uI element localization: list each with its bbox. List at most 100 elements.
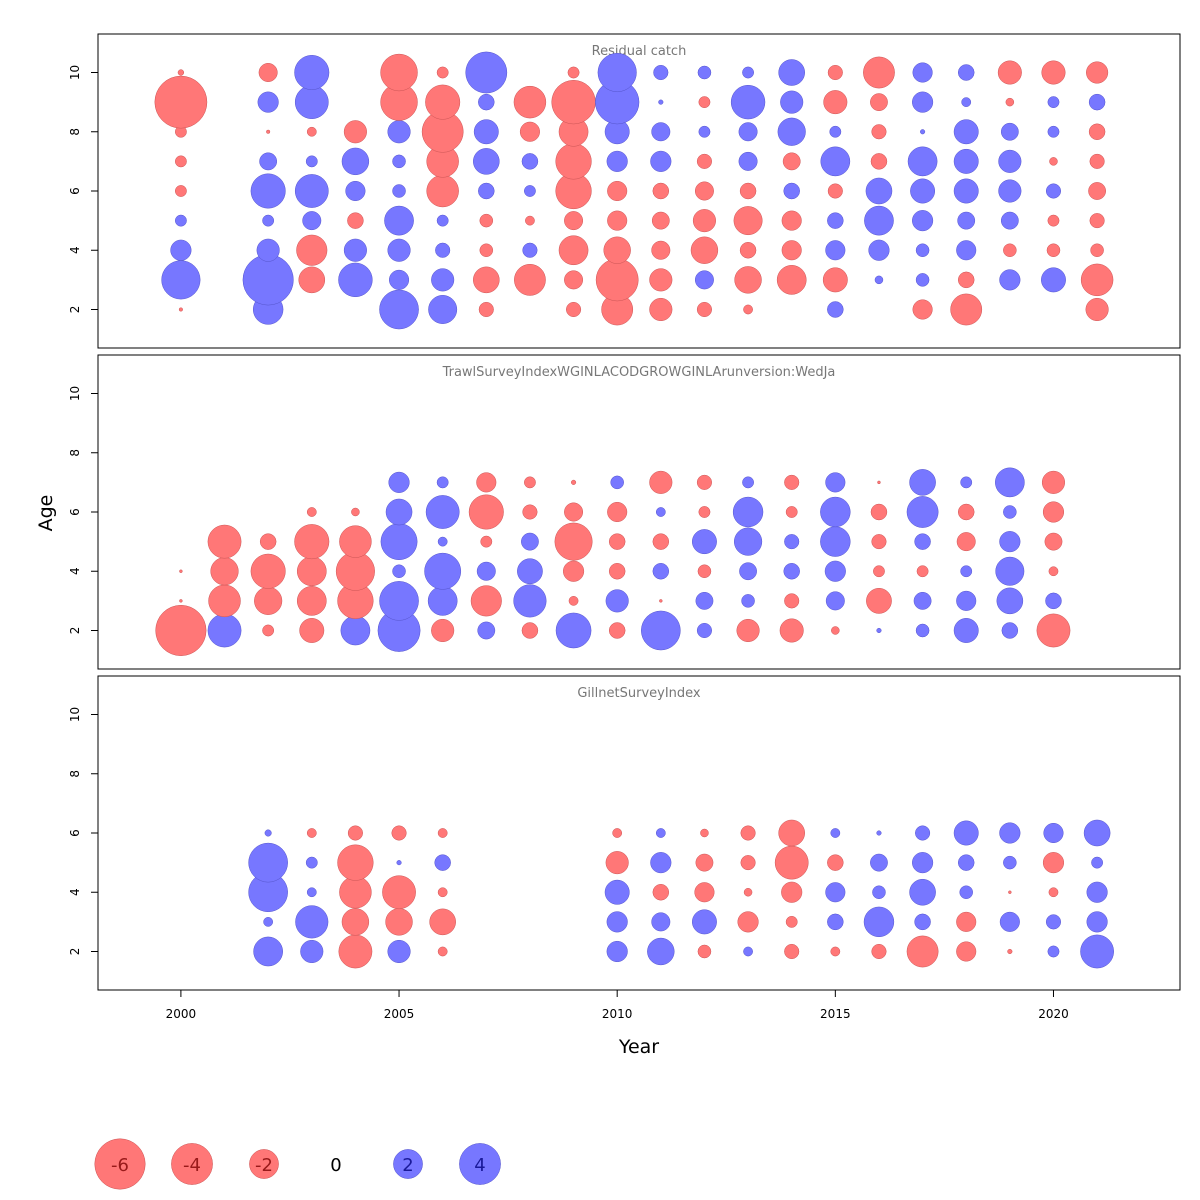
- bubble-point: [739, 242, 757, 259]
- bubble-point: [697, 564, 712, 579]
- bubble-point: [1045, 592, 1062, 610]
- bubble-point: [957, 503, 975, 521]
- bubble-point: [1000, 211, 1019, 230]
- bubble-point: [262, 214, 275, 227]
- bubble-point: [912, 852, 934, 874]
- y-tick-label: 10: [68, 65, 82, 80]
- bubble-point: [610, 475, 624, 490]
- bubble-point: [1036, 613, 1071, 648]
- bubble-point: [1086, 911, 1108, 933]
- bubble-point: [960, 476, 973, 489]
- chart-panels: Residual catch246810TrawlSurveyIndexWGIN…: [68, 33, 1181, 991]
- bubble-point: [425, 84, 461, 120]
- bubble-point: [177, 69, 185, 76]
- bubble-point: [655, 828, 666, 838]
- bubble-point: [734, 266, 762, 294]
- bubble-point: [385, 908, 413, 936]
- bubble-point: [391, 825, 407, 841]
- bubble-point: [776, 265, 807, 295]
- bubble-point: [473, 119, 499, 145]
- bubble-point: [914, 533, 931, 550]
- bubble-point: [781, 240, 802, 261]
- bubble-point: [424, 552, 462, 590]
- bubble-point: [250, 173, 286, 209]
- bubbles: [155, 467, 1071, 656]
- bubble-point: [306, 828, 317, 838]
- bubble-point: [825, 240, 846, 261]
- bubble-point: [696, 474, 712, 490]
- bubble-point: [733, 206, 763, 236]
- bubble-point: [473, 148, 500, 175]
- bubble-point: [1048, 887, 1059, 898]
- bubble-point: [743, 888, 753, 897]
- bubble-point: [1003, 505, 1017, 519]
- bubble-point: [822, 267, 848, 293]
- bubble-point: [872, 885, 886, 900]
- bubble-point: [1049, 157, 1058, 166]
- bubble-point: [338, 262, 373, 298]
- bubble-point: [347, 212, 364, 229]
- bubble-point: [783, 563, 800, 580]
- bubble-point: [299, 618, 325, 643]
- bubble-point: [651, 240, 671, 260]
- bubble-point: [429, 908, 456, 936]
- bubble-point: [1088, 123, 1106, 140]
- bubble-point: [253, 936, 283, 967]
- bubble-point: [953, 618, 979, 643]
- bubble-point: [567, 66, 580, 79]
- bubble-point: [1091, 856, 1103, 869]
- x-tick-label: 2010: [602, 1007, 633, 1021]
- bubble-point: [831, 626, 840, 635]
- bubble-point: [517, 558, 543, 585]
- bubble-point: [384, 205, 414, 236]
- bubble-point: [1089, 153, 1105, 169]
- bubble-point: [696, 301, 712, 318]
- bubble-point: [341, 908, 370, 936]
- bubble-point: [647, 937, 675, 966]
- bubble-point: [742, 476, 754, 489]
- bubble-point: [876, 830, 882, 836]
- bubble-point: [302, 211, 322, 231]
- bubble-point: [605, 589, 629, 613]
- bubble-point: [478, 182, 495, 200]
- bubble-point: [999, 269, 1021, 291]
- bubble-point: [606, 940, 628, 963]
- bubble-point: [606, 911, 628, 933]
- bubble-point: [825, 882, 846, 903]
- y-tick-label: 6: [68, 829, 82, 837]
- legend-item: -2: [249, 1149, 279, 1179]
- bubble-point: [960, 565, 973, 578]
- bubble-point: [907, 146, 938, 177]
- bubble-point: [607, 501, 628, 523]
- bubble-point: [524, 185, 536, 197]
- bubble-point: [306, 126, 317, 137]
- bubble-point: [697, 65, 712, 80]
- bubble-point: [915, 623, 930, 638]
- bubble-point: [513, 85, 547, 119]
- bubble-point: [436, 476, 449, 489]
- bubble-point: [953, 148, 979, 174]
- bubble-point: [1047, 125, 1060, 138]
- bubble-point: [827, 913, 844, 931]
- bubble-point: [473, 266, 500, 294]
- bubble-point: [823, 90, 848, 115]
- bubble-point: [698, 96, 711, 109]
- bubble-point: [781, 881, 803, 903]
- bubble-point: [730, 84, 766, 120]
- bubble-point: [154, 75, 208, 129]
- x-tick-label: 2015: [820, 1007, 851, 1021]
- bubble-point: [736, 618, 760, 643]
- legend-label: 2: [402, 1155, 413, 1176]
- legend-item: 0: [330, 1155, 341, 1176]
- legend-bubble: [171, 1143, 213, 1185]
- bubble-point: [820, 526, 851, 557]
- bubble-point: [871, 534, 887, 550]
- bubble-point: [608, 622, 626, 639]
- bubble-point: [477, 621, 496, 640]
- legend-item: -6: [94, 1138, 146, 1190]
- bubble-point: [306, 507, 317, 517]
- legend: -6 -4 -2 0 2 4: [94, 1138, 501, 1190]
- bubble-point: [920, 129, 926, 135]
- bubble-point: [864, 205, 894, 236]
- bubble-point: [1047, 96, 1060, 109]
